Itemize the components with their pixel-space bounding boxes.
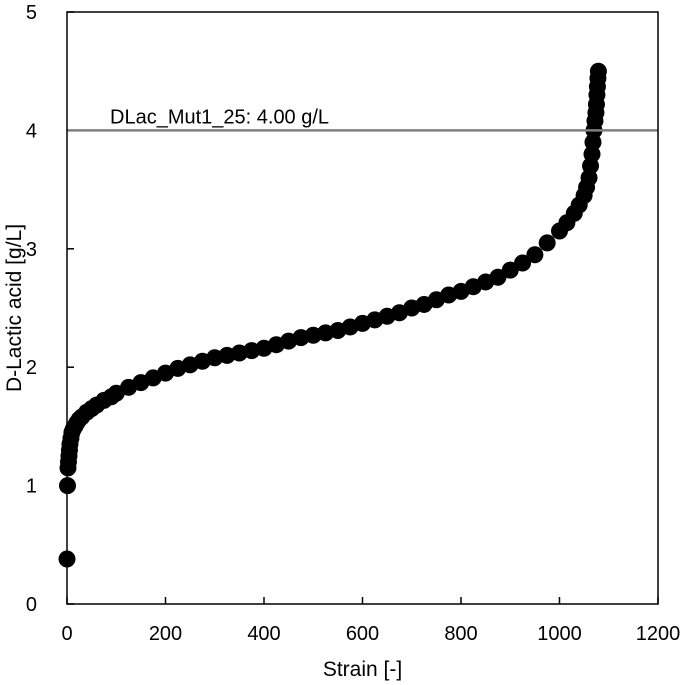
data-point — [538, 234, 556, 252]
reference-line-label: DLac_Mut1_25: 4.00 g/L — [110, 106, 329, 128]
data-point — [489, 268, 507, 286]
x-tick-label: 400 — [247, 623, 280, 645]
y-tick-label: 2 — [26, 357, 37, 379]
plot-area-frame — [66, 11, 659, 605]
data-point — [514, 254, 532, 272]
data-point — [589, 62, 607, 80]
y-tick-label: 3 — [26, 239, 37, 261]
x-axis-label: Strain [-] — [323, 658, 402, 681]
x-tick-label: 0 — [61, 623, 72, 645]
y-tick-label: 1 — [26, 476, 37, 498]
y-axis-label: D-Lactic acid [g/L] — [3, 224, 26, 392]
x-tick-label: 600 — [346, 623, 379, 645]
data-point — [501, 261, 519, 279]
x-tick-label: 1200 — [636, 623, 681, 645]
x-tick-label: 1000 — [537, 623, 582, 645]
data-points — [58, 62, 607, 568]
x-tick-label: 800 — [444, 623, 477, 645]
y-tick-label: 0 — [26, 594, 37, 616]
y-tick-label: 5 — [26, 2, 37, 24]
y-tick-label: 4 — [26, 120, 37, 142]
x-tick-label: 200 — [149, 623, 182, 645]
data-point — [526, 246, 544, 264]
